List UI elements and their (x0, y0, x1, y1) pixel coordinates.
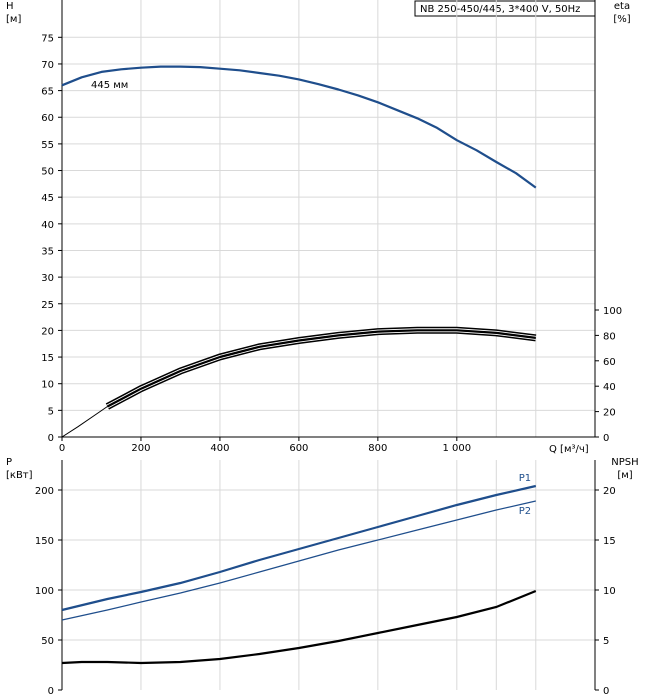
bottom-grid (62, 460, 595, 690)
eta-curve-inner (106, 328, 537, 409)
eta-axis-unit: [%] (613, 14, 630, 25)
top-left-tick-label: 40 (41, 220, 54, 231)
top-left-tick-label: 65 (41, 87, 54, 98)
top-grid (62, 0, 595, 437)
top-left-tick-label: 20 (41, 326, 54, 337)
p1-curve (61, 484, 537, 612)
top-left-tick-label: 30 (41, 273, 54, 284)
p-tick-label: 200 (35, 486, 54, 497)
p-axis-unit: [кВт] (6, 470, 33, 481)
x-tick-label: 400 (210, 443, 229, 454)
p1-series-label: P1 (519, 473, 531, 484)
top-right-tick-label: 20 (603, 408, 616, 419)
eta-curve (106, 329, 536, 408)
x-tick-label: 200 (131, 443, 150, 454)
p2-series-label: P2 (519, 506, 531, 517)
bottom-panel: 0 50 100 150 200 0 5 10 15 20 P [кВт] NPSH [м] P1 P2 (6, 457, 639, 697)
npsh-tick-label: 20 (603, 486, 616, 497)
x-tick-label: 1 000 (442, 443, 471, 454)
top-right-tick-label: 60 (603, 357, 616, 368)
top-left-tick-label: 70 (41, 60, 54, 71)
p-tick-label: 100 (35, 586, 54, 597)
eta-axis-label: eta (614, 1, 630, 12)
top-left-tick-label: 75 (41, 33, 54, 44)
npsh-tick-label: 15 (603, 536, 616, 547)
npsh-axis-label: NPSH (611, 457, 638, 468)
npsh-axis-unit: [м] (617, 470, 632, 481)
top-left-tick-label: 55 (41, 140, 54, 151)
top-right-tick-label: 100 (603, 306, 622, 317)
top-left-tick-label: 25 (41, 300, 54, 311)
p-axis-label: P (6, 457, 12, 468)
x-axis-label: Q [м³/ч] (549, 444, 589, 455)
top-left-tick-label: 60 (41, 113, 54, 124)
npsh-tick-label: 5 (603, 636, 609, 647)
top-right-tick-label: 80 (603, 331, 616, 342)
top-panel: 0 5 10 15 20 25 30 35 40 45 50 55 60 65 70 75 0 20 40 60 80 1… (6, 0, 631, 455)
legend-box: NB 250-450/445, 3*400 V, 50Hz (414, 0, 596, 17)
top-left-tick-label: 10 (41, 380, 54, 391)
x-tick-label: 600 (289, 443, 308, 454)
p2-curve (61, 500, 536, 621)
top-left-tick-label: 5 (48, 406, 54, 417)
npsh-tick-label: 10 (603, 586, 616, 597)
top-left-tick-label: 35 (41, 246, 54, 257)
top-right-tick-label: 0 (603, 433, 609, 444)
p-tick-label: 0 (48, 686, 54, 697)
eta-curve-outline (105, 326, 537, 410)
h-axis-unit: [м] (6, 14, 21, 25)
x-tick-label: 800 (368, 443, 387, 454)
h-curve (61, 65, 537, 189)
p-tick-label: 150 (35, 536, 54, 547)
npsh-tick-label: 0 (603, 686, 609, 697)
h-axis-label: H (6, 1, 14, 12)
top-left-tick-label: 50 (41, 167, 54, 178)
top-left-tick-label: 45 (41, 193, 54, 204)
legend-text: NB 250-450/445, 3*400 V, 50Hz (420, 4, 580, 15)
p-tick-label: 50 (41, 636, 54, 647)
top-left-tick-label: 15 (41, 353, 54, 364)
eta-curve-extension (61, 406, 108, 438)
top-left-tick-label: 0 (48, 433, 54, 444)
x-tick-label: 0 (59, 443, 65, 454)
impeller-diameter-label: 445 мм (91, 80, 128, 91)
npsh-curve (61, 589, 537, 665)
top-right-tick-label: 40 (603, 382, 616, 393)
